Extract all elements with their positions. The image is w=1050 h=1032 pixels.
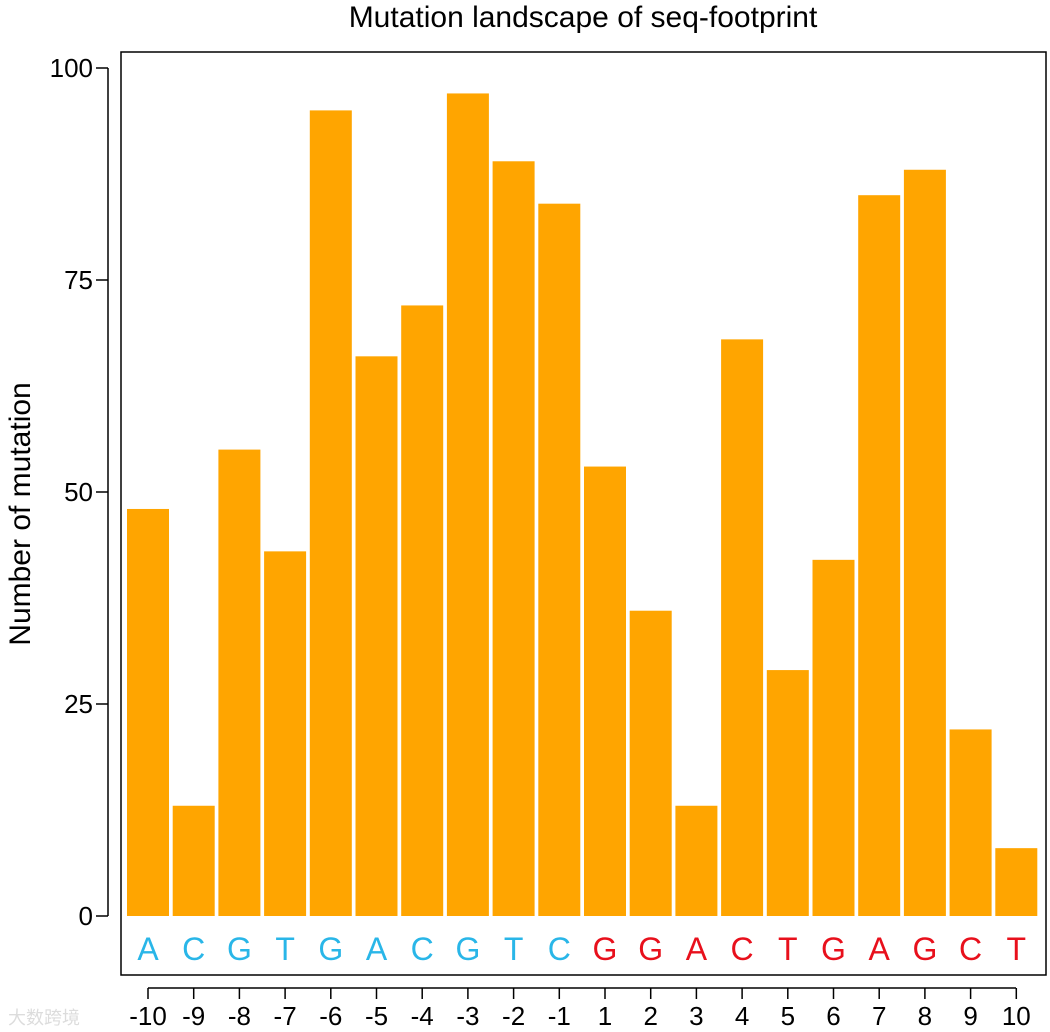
- base-letter: A: [686, 931, 708, 967]
- bar: [492, 161, 535, 916]
- bar: [858, 195, 901, 916]
- bar: [538, 203, 581, 916]
- y-tick-label: 50: [64, 477, 93, 507]
- base-letter: G: [318, 931, 343, 967]
- base-letter: A: [137, 931, 159, 967]
- base-letter: G: [912, 931, 937, 967]
- base-letter: G: [821, 931, 846, 967]
- bar: [446, 93, 489, 916]
- x-tick-label: 9: [963, 1001, 977, 1031]
- base-letter: A: [869, 931, 891, 967]
- base-letter: G: [638, 931, 663, 967]
- base-letter: T: [504, 931, 524, 967]
- y-tick-label: 75: [64, 265, 93, 295]
- bar: [584, 466, 626, 916]
- base-letter: C: [411, 931, 434, 967]
- x-tick-label: 6: [826, 1001, 840, 1031]
- bar: [812, 559, 855, 916]
- x-tick-label: -8: [228, 1001, 251, 1031]
- y-tick-label: 100: [50, 53, 93, 83]
- x-tick-label: 4: [735, 1001, 749, 1031]
- bars: [127, 93, 1038, 916]
- base-letter: A: [366, 931, 388, 967]
- x-tick-label: -7: [274, 1001, 297, 1031]
- x-tick-label: 10: [1002, 1001, 1031, 1031]
- bar: [675, 805, 718, 916]
- x-ticks: -10 -9 -8 -7 -6 -5 -4 -3 -2 -1 1 2 3 4 5 6 7 8 9 10: [129, 988, 1031, 1031]
- bar: [721, 339, 764, 916]
- bar: [766, 670, 809, 916]
- x-tick-label: -2: [502, 1001, 525, 1031]
- chart-title: Mutation landscape of seq-footprint: [349, 1, 818, 34]
- bar: [949, 729, 992, 916]
- x-tick-label: 2: [643, 1001, 657, 1031]
- watermark: 大数跨境: [8, 1008, 80, 1029]
- base-letter: C: [959, 931, 982, 967]
- x-tick-label: -5: [365, 1001, 388, 1031]
- y-tick-label: 25: [64, 689, 93, 719]
- bar: [903, 169, 946, 916]
- base-letter: C: [548, 931, 571, 967]
- y-tick-label: 0: [79, 901, 93, 931]
- plot-frame: [120, 51, 1047, 976]
- bar: [401, 305, 444, 916]
- x-tick-label: 1: [598, 1001, 612, 1031]
- x-tick-label: 7: [872, 1001, 886, 1031]
- x-tick-label: -3: [456, 1001, 479, 1031]
- x-tick-label: -1: [548, 1001, 571, 1031]
- x-tick-label: -9: [182, 1001, 205, 1031]
- bar: [355, 356, 398, 916]
- bar: [995, 848, 1038, 916]
- x-tick-label: -4: [411, 1001, 434, 1031]
- y-axis-label: Number of mutation: [4, 382, 37, 645]
- base-letter: G: [227, 931, 252, 967]
- base-letter: C: [731, 931, 754, 967]
- bar: [309, 110, 352, 916]
- x-tick-label: 3: [689, 1001, 703, 1031]
- base-letter: T: [778, 931, 798, 967]
- x-tick-label: 8: [918, 1001, 932, 1031]
- bar: [172, 805, 215, 916]
- bar: [127, 508, 169, 916]
- base-letter: C: [182, 931, 205, 967]
- x-tick-label: -10: [129, 1001, 167, 1031]
- bar: [629, 610, 672, 916]
- base-letter: G: [455, 931, 480, 967]
- base-letter: T: [275, 931, 295, 967]
- base-letter: T: [1007, 931, 1027, 967]
- bar: [218, 449, 261, 916]
- base-letter: G: [593, 931, 618, 967]
- y-ticks: 0 25 50 75 100: [50, 53, 108, 931]
- bar: [264, 551, 307, 916]
- x-tick-label: 5: [781, 1001, 795, 1031]
- x-tick-label: -6: [319, 1001, 342, 1031]
